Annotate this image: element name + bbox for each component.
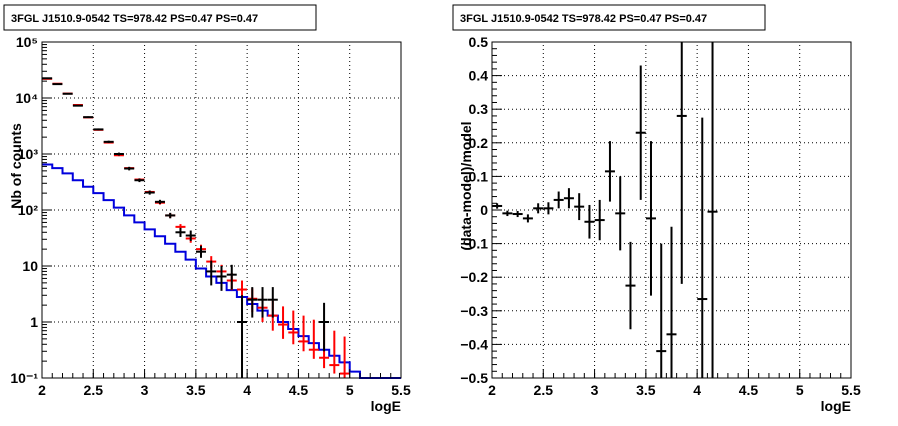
left-frame <box>41 41 402 379</box>
right-gridlines <box>492 42 851 378</box>
right-y-tick-label: 0 <box>480 202 488 218</box>
right-series <box>492 42 718 378</box>
right-y-tick-label: −0.3 <box>460 303 488 319</box>
right-x-tick-label: 5 <box>796 382 804 398</box>
right-x-tick-label: 5.5 <box>841 382 861 398</box>
right-x-tick-label: 2 <box>488 382 496 398</box>
left-y-tick-label: 10⁵ <box>16 34 38 50</box>
right-x-tick-label: 3 <box>591 382 599 398</box>
left-y-tick-label: 10³ <box>18 146 39 162</box>
left-x-tick-label: 2 <box>38 382 46 398</box>
right-y-tick-label: 0.4 <box>469 68 489 84</box>
right-y-tick-label: 0.5 <box>469 34 489 50</box>
right-y-tick-label: −0.4 <box>460 336 488 352</box>
left-y-tick-label: 10⁻¹ <box>10 370 38 386</box>
left-y-tick-label: 10 <box>22 258 38 274</box>
left-title: 3FGL J1510.9-0542 TS=978.42 PS=0.47 PS=0… <box>11 13 258 25</box>
left-y-label: Nb of counts <box>8 123 24 209</box>
left-title-box <box>3 4 317 31</box>
right-y-tick-label: 0.2 <box>469 135 489 151</box>
left-x-tick-label: 4.5 <box>289 382 309 398</box>
left-y-tick-label: 10² <box>18 202 39 218</box>
right-y-label: (data-model)/model <box>458 121 474 250</box>
left-x-tick-label: 5 <box>346 382 354 398</box>
right-x-tick-label: 4 <box>693 382 701 398</box>
left-panel: 3FGL J1510.9-0542 TS=978.42 PS=0.47 PS=0… <box>3 4 411 414</box>
model-step-line <box>42 163 401 379</box>
right-x-tick-label: 3.5 <box>636 382 656 398</box>
left-x-label: logE <box>371 398 401 414</box>
left-series <box>42 77 401 379</box>
left-x-tick-label: 3.5 <box>186 382 206 398</box>
right-y-tick-label: 0.3 <box>469 101 489 117</box>
right-y-tick-label: 0.1 <box>469 168 489 184</box>
right-title: 3FGL J1510.9-0542 TS=978.42 PS=0.47 PS=0… <box>460 13 707 25</box>
left-x-tick-label: 4 <box>243 382 251 398</box>
left-gridlines <box>42 42 401 378</box>
left-x-tick-label: 2.5 <box>84 382 104 398</box>
right-x-tick-label: 4.5 <box>739 382 759 398</box>
right-y-tick-label: −0.1 <box>460 236 488 252</box>
left-x-tick-label: 5.5 <box>391 382 411 398</box>
right-ticks: 2 2.5 3 3.5 4 4.5 5 5.5 −0.5 −0.4 −0.3 −0.2 −0.1 0 0.1… <box>460 34 861 398</box>
right-y-tick-label: −0.5 <box>460 370 488 386</box>
right-title-box <box>452 4 766 31</box>
right-x-label: logE <box>821 398 851 414</box>
left-ticks: 2 2.5 3 3.5 4 4.5 5 5.5 10⁻¹ 1 10 10² 10³ 10⁴ 10⁵ <box>10 34 411 398</box>
right-panel: 3FGL J1510.9-0542 TS=978.42 PS=0.47 PS=0… <box>452 4 861 414</box>
right-x-tick-label: 2.5 <box>534 382 554 398</box>
left-x-tick-label: 3 <box>141 382 149 398</box>
left-y-tick-label: 10⁴ <box>16 90 39 106</box>
right-y-tick-label: −0.2 <box>460 269 488 285</box>
left-y-tick-label: 1 <box>30 314 38 330</box>
